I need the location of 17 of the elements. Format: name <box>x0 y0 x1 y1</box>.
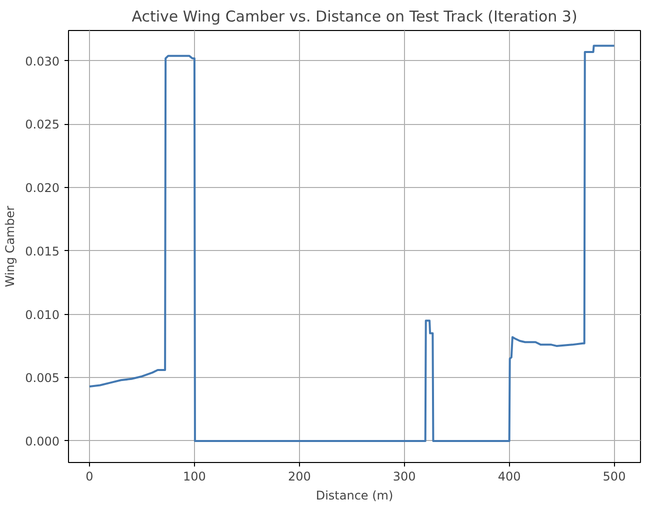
x-tick-label: 100 <box>182 470 206 484</box>
y-tick-label: 0.010 <box>25 308 60 322</box>
y-axis-title: Wing Camber <box>3 206 18 288</box>
x-tick-label: 500 <box>602 470 626 484</box>
x-tick-label: 400 <box>498 470 521 484</box>
y-tick-label: 0.025 <box>25 118 60 132</box>
line-series <box>88 44 616 442</box>
y-tick-label: 0.005 <box>25 371 60 386</box>
x-axis-title: Distance (m) <box>316 488 394 502</box>
y-tick-label: 0.000 <box>25 434 60 448</box>
y-tick-label: 0.015 <box>25 244 60 258</box>
chart-title: Active Wing Camber vs. Distance on Test Track (Iteration 3) <box>132 8 578 26</box>
x-tick-label: 300 <box>392 470 416 484</box>
x-tick-label: 0 <box>86 470 94 484</box>
y-tick-label: 0.030 <box>25 54 60 68</box>
x-tick-label: 200 <box>288 470 311 484</box>
y-tick-label: 0.020 <box>25 181 60 196</box>
